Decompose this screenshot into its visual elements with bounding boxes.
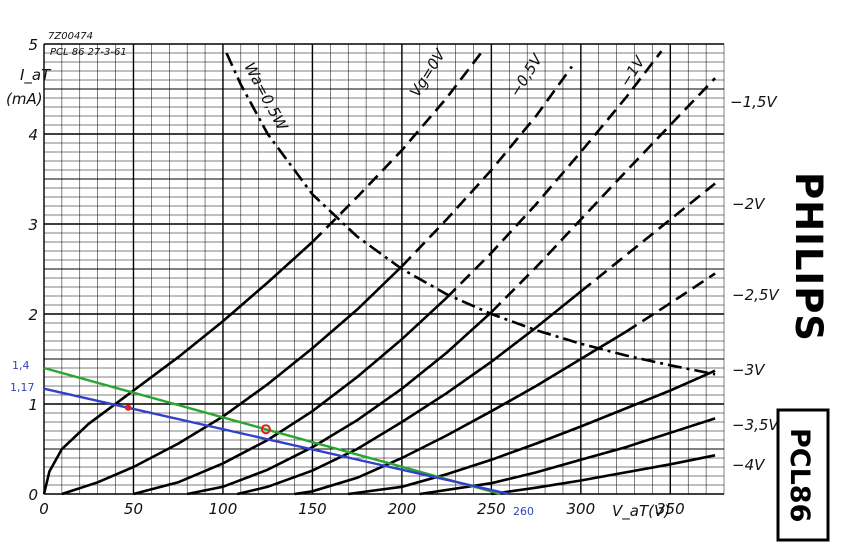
power-limit-curve	[225, 52, 716, 376]
curve-label-0-5v: −0,5V	[506, 50, 547, 101]
y-tick-label: 2	[28, 306, 38, 324]
curve-2-5v-solid	[294, 330, 627, 496]
y-tick-label: 3	[28, 216, 38, 234]
y-axis-unit: (mA)	[6, 90, 43, 108]
x-tick-label: 0	[39, 500, 49, 518]
curve-1-5v-dashed	[490, 77, 717, 314]
x-tick-label: 250	[477, 500, 506, 518]
curve-2-5v-dashed	[624, 272, 716, 334]
chart-code: 7Z00474	[48, 31, 93, 42]
curve-0-5v-dashed	[400, 65, 573, 268]
x-tick-label: 200	[388, 500, 417, 518]
curve-label-3v: −3V	[732, 361, 766, 379]
curve-1v-solid	[133, 296, 448, 496]
operating-point-ring	[260, 424, 271, 435]
y-axis-label: I_aT	[20, 66, 52, 85]
y-tick-label: 1	[28, 396, 38, 414]
x-tick-label: 50	[124, 500, 143, 518]
chart-ref: PCL 86 27-3-61	[50, 47, 127, 58]
minor-grid	[44, 44, 725, 494]
curve-1v-dashed	[445, 50, 663, 299]
curve-2v-dashed	[579, 182, 716, 293]
curve-1-5v-solid	[186, 311, 493, 496]
brand-logo: PHILIPS	[787, 172, 830, 342]
curve-4v	[491, 454, 716, 496]
curve-label-4v: −4V	[732, 456, 766, 474]
curve-label-1-5v: −1,5V	[730, 93, 778, 111]
load-line-green	[43, 366, 501, 496]
curve-3v	[348, 369, 716, 496]
grid-voltage-curves	[42, 50, 717, 496]
model-label: PCL86	[784, 428, 815, 522]
curve-labels: Vg=0V −0,5V −1V−1,5V−2V−2,5V−3V−3,5V−4VWa=…	[240, 45, 780, 474]
x-tick-label: 100	[209, 500, 238, 518]
curve-vg-0v-solid	[42, 241, 314, 495]
x-tick-labels: 0 50 100 150 200 250 300 350	[39, 500, 684, 518]
operating-point-dot	[124, 404, 132, 411]
annotation-1-4: 1,4	[12, 359, 30, 372]
curve-3-5v	[419, 417, 716, 496]
x-tick-label: 300	[567, 500, 596, 518]
curve-label-2v: −2V	[732, 195, 766, 213]
curve-label-wa-0-5w: Wa=0,5W	[240, 59, 291, 134]
curve-label-2-5v: −2,5V	[732, 286, 780, 304]
load-line-blue	[43, 387, 510, 496]
annotation-260: 260	[513, 505, 534, 518]
x-tick-label: 150	[298, 500, 327, 518]
curve-vg-0v-dashed	[311, 50, 484, 243]
y-tick-labels: 0 1 2 3 4 5	[28, 36, 38, 504]
major-grid	[43, 43, 724, 495]
operating-point-markers	[124, 404, 271, 435]
annotation-1-17: 1,17	[10, 381, 35, 394]
x-axis-label: V_aT(V)	[612, 502, 670, 521]
y-tick-label: 5	[28, 36, 38, 54]
curve-2v-solid	[237, 290, 582, 496]
y-tick-label: 0	[28, 486, 38, 504]
x-tick-label: 350	[656, 500, 685, 518]
y-tick-label: 4	[28, 126, 38, 144]
model-box	[776, 408, 830, 542]
curve-label-3-5v: −3,5V	[732, 416, 780, 434]
load-lines	[43, 366, 510, 496]
